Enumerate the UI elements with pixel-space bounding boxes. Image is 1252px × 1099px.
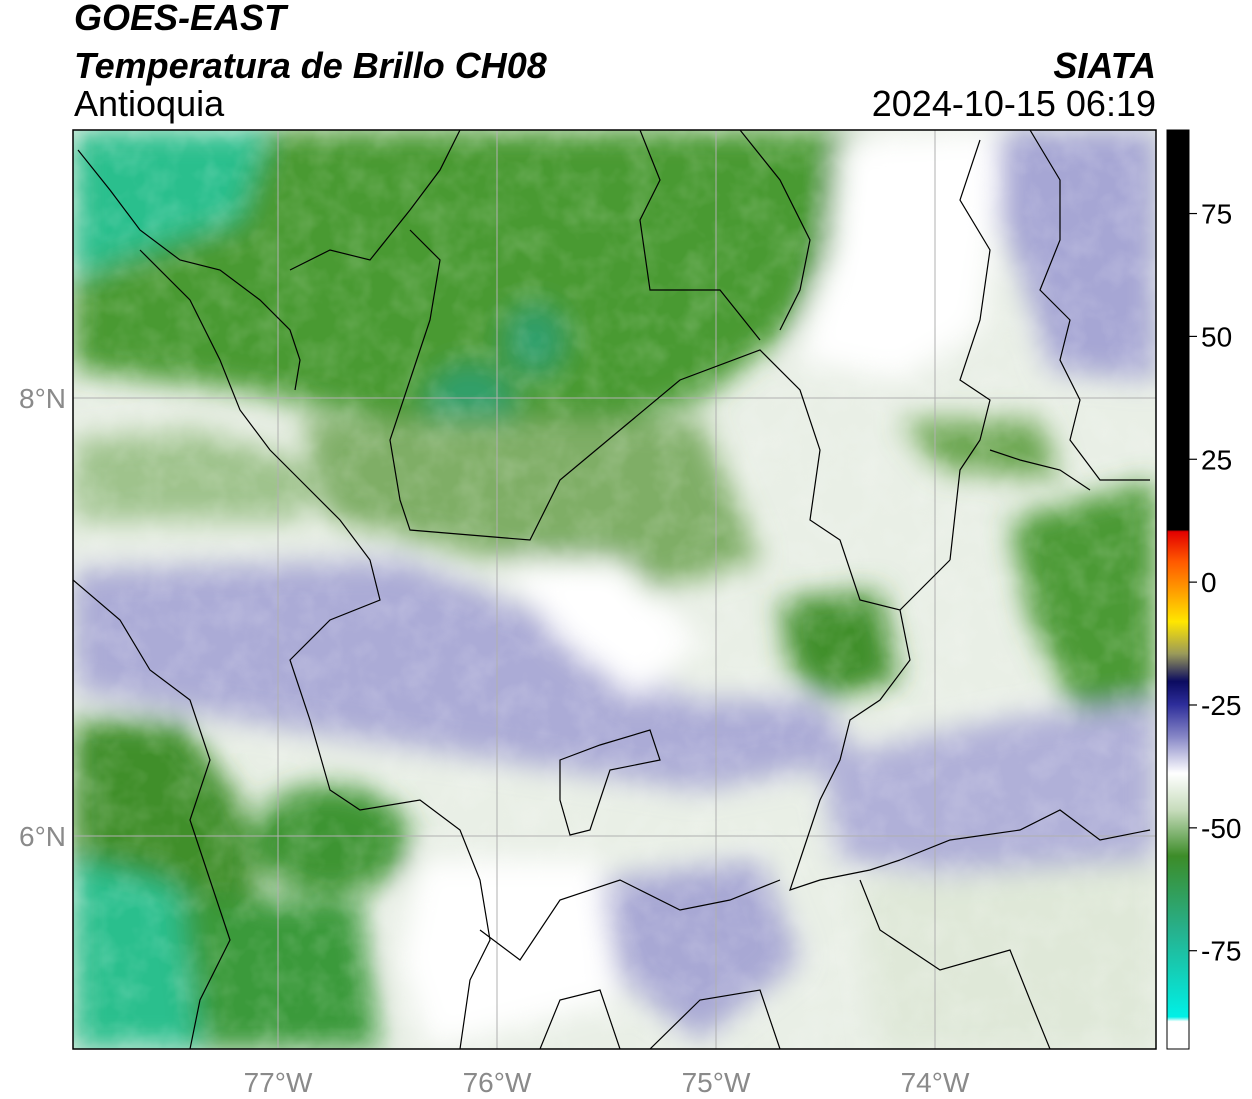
colorbar-tick-label: 0 (1201, 567, 1217, 598)
boundary-antioquia-south (479, 879, 781, 961)
colorbar: 75 50 25 0 -25 -50 -75 (1166, 129, 1241, 1050)
coastline-uraba (77, 149, 301, 391)
temperature-field (73, 130, 1156, 1049)
boundary-boyaca (899, 809, 1151, 861)
colorbar-tick-label: 50 (1201, 321, 1232, 352)
colorbar-tick-label: -75 (1201, 936, 1241, 967)
boundary-venezuela (1029, 130, 1150, 481)
agency-label: SIATA (1053, 45, 1156, 86)
lon-tick-label: 76°W (463, 1067, 532, 1098)
lon-tick-label: 74°W (901, 1067, 970, 1098)
datetime-label: 2024-10-15 06:19 (871, 83, 1156, 124)
product-title: Temperatura de Brillo CH08 (74, 45, 547, 86)
boundary-antioquia-east (789, 609, 911, 891)
coastline-north (289, 130, 461, 271)
plot-frame (72, 129, 1157, 1050)
lon-tick-label: 75°W (682, 1067, 751, 1098)
lat-tick-label: 6°N (19, 821, 66, 852)
boundary-cundinamarca (859, 879, 1051, 1049)
boundary-risaralda (539, 989, 621, 1049)
colorbar-tick-label: -25 (1201, 690, 1241, 721)
boundary-antioquia-north (389, 229, 951, 611)
boundary-bolivar-inner (739, 130, 811, 331)
colorbar-ramp (1166, 129, 1190, 1050)
boundary-antioquia-west (139, 249, 491, 1049)
boundary-lines (73, 130, 1151, 1049)
boundary-medellin (559, 729, 661, 836)
colorbar-tick-label: -50 (1201, 813, 1241, 844)
colorbar-tick-label: 75 (1201, 199, 1232, 230)
boundary-cordoba-bolivar (639, 130, 761, 341)
region-label: Antioquia (74, 83, 225, 124)
satellite-title: GOES-EAST (74, 0, 287, 38)
lon-tick-label: 77°W (244, 1067, 313, 1098)
boundary-santander (949, 139, 991, 561)
boundary-caldas (649, 989, 781, 1049)
boundary-choco-coast (73, 579, 231, 1049)
colorbar-tick-label: 25 (1201, 444, 1232, 475)
boundary-ns (989, 449, 1091, 491)
lat-tick-label: 8°N (19, 383, 66, 414)
